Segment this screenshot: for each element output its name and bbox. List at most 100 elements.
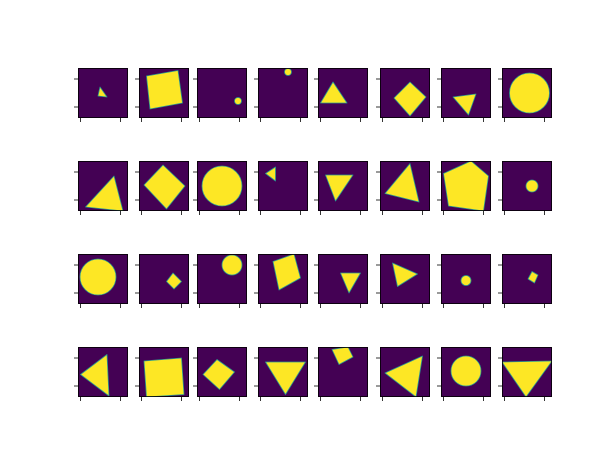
panel-frame	[380, 68, 430, 118]
panel-frame	[380, 254, 430, 304]
triangle-shape	[325, 174, 354, 202]
panel-frame	[78, 161, 128, 211]
panel-r2-c2	[135, 161, 189, 215]
panel-background	[139, 254, 189, 304]
circle-shape	[234, 97, 242, 105]
panel-frame	[139, 161, 189, 211]
panel-frame	[318, 254, 368, 304]
triangle-shape	[502, 360, 552, 397]
panel-frame	[441, 347, 491, 397]
panel-frame	[502, 347, 552, 397]
panel-r2-c3	[193, 161, 247, 215]
panel-r2-c5	[314, 161, 368, 215]
polygon-shape	[143, 164, 186, 210]
panel-frame	[78, 68, 128, 118]
panel-frame	[380, 161, 430, 211]
polygon-shape	[202, 359, 235, 390]
panel-r3-c1	[74, 254, 128, 308]
panel-r1-c8	[498, 68, 552, 122]
polygon-shape	[393, 81, 427, 117]
circle-shape	[509, 72, 550, 114]
triangle-shape	[85, 175, 124, 211]
panel-r4-c8	[498, 347, 552, 401]
panel-r1-c5	[314, 68, 368, 122]
panel-background	[502, 254, 552, 304]
panel-frame	[139, 254, 189, 304]
panel-frame	[258, 68, 308, 118]
panel-r3-c2	[135, 254, 189, 308]
triangle-shape	[97, 86, 108, 98]
panel-r4-c3	[193, 347, 247, 401]
panel-r2-c8	[498, 161, 552, 215]
triangle-shape	[392, 262, 418, 287]
triangle-shape	[384, 163, 420, 203]
panel-r1-c3	[193, 68, 247, 122]
circle-shape	[450, 355, 482, 387]
panel-r3-c6	[376, 254, 430, 308]
panel-frame	[441, 68, 491, 118]
polygon-shape	[166, 272, 182, 290]
panel-r2-c1	[74, 161, 128, 215]
circle-shape	[221, 254, 243, 276]
panel-frame	[318, 347, 368, 397]
panel-r1-c2	[135, 68, 189, 122]
panel-frame	[258, 254, 308, 304]
panel-frame	[502, 68, 552, 118]
panel-r4-c7	[437, 347, 491, 401]
panel-r4-c2	[135, 347, 189, 401]
panel-r4-c5	[314, 347, 368, 401]
triangle-shape	[80, 354, 110, 397]
polygon-shape	[143, 357, 185, 397]
panel-r3-c4	[254, 254, 308, 308]
panel-r2-c4	[254, 161, 308, 215]
panel-r3-c7	[437, 254, 491, 308]
panel-frame	[318, 161, 368, 211]
panel-frame	[139, 347, 189, 397]
panel-frame	[318, 68, 368, 118]
panel-frame	[197, 254, 247, 304]
panel-r4-c4	[254, 347, 308, 401]
panel-r3-c8	[498, 254, 552, 308]
panel-r3-c5	[314, 254, 368, 308]
panel-r4-c1	[74, 347, 128, 401]
panel-r1-c1	[74, 68, 128, 122]
polygon-shape	[272, 254, 301, 291]
panel-r3-c3	[193, 254, 247, 308]
triangle-shape	[384, 355, 423, 397]
circle-shape	[79, 258, 117, 296]
triangle-shape	[452, 93, 477, 116]
panel-background	[318, 68, 368, 118]
panel-frame	[441, 161, 491, 211]
circle-shape	[201, 165, 243, 207]
polygon-shape	[443, 161, 489, 211]
panel-r1-c6	[376, 68, 430, 122]
panel-background	[258, 68, 308, 118]
panel-r1-c4	[254, 68, 308, 122]
triangle-shape	[340, 272, 361, 294]
polygon-shape	[527, 271, 539, 284]
panel-frame	[78, 254, 128, 304]
polygon-shape	[146, 70, 183, 110]
panel-r2-c7	[437, 161, 491, 215]
panel-background	[197, 68, 247, 118]
circle-shape	[284, 68, 292, 76]
panel-frame	[380, 347, 430, 397]
panel-frame	[502, 161, 552, 211]
panel-frame	[197, 161, 247, 211]
panel-frame	[502, 254, 552, 304]
circle-shape	[525, 179, 539, 193]
triangle-shape	[265, 361, 306, 395]
panel-frame	[258, 161, 308, 211]
triangle-shape	[265, 166, 276, 182]
panel-r4-c6	[376, 347, 430, 401]
panel-frame	[258, 347, 308, 397]
panel-frame	[441, 254, 491, 304]
panel-frame	[197, 347, 247, 397]
panel-background	[258, 161, 308, 211]
panel-frame	[139, 68, 189, 118]
circle-shape	[460, 275, 472, 286]
panel-r1-c7	[437, 68, 491, 122]
panel-frame	[78, 347, 128, 397]
triangle-shape	[320, 81, 348, 104]
